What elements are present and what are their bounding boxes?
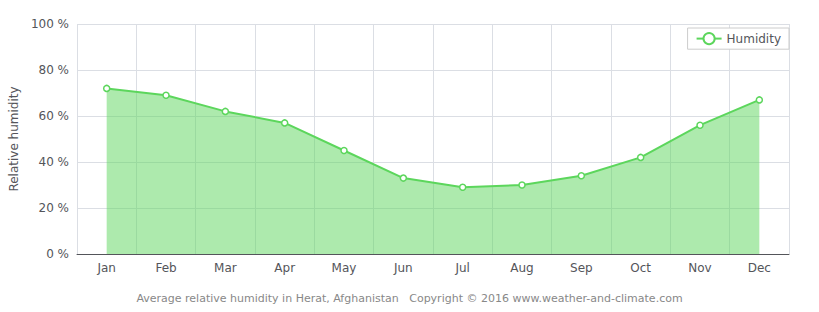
svg-text:Jul: Jul bbox=[454, 261, 469, 275]
svg-text:Feb: Feb bbox=[155, 261, 176, 275]
svg-text:Relative humidity: Relative humidity bbox=[7, 86, 21, 191]
svg-text:Dec: Dec bbox=[748, 261, 771, 275]
svg-text:80 %: 80 % bbox=[39, 63, 70, 77]
svg-text:Mar: Mar bbox=[214, 261, 237, 275]
svg-text:60 %: 60 % bbox=[39, 109, 70, 123]
svg-text:Average relative humidity in H: Average relative humidity in Herat, Afgh… bbox=[136, 292, 682, 305]
svg-text:May: May bbox=[332, 261, 357, 275]
svg-text:Nov: Nov bbox=[688, 261, 711, 275]
svg-text:Oct: Oct bbox=[630, 261, 651, 275]
svg-text:Aug: Aug bbox=[510, 261, 533, 275]
svg-text:Jun: Jun bbox=[393, 261, 413, 275]
svg-text:40 %: 40 % bbox=[39, 155, 70, 169]
svg-text:Sep: Sep bbox=[570, 261, 593, 275]
svg-text:100 %: 100 % bbox=[31, 17, 69, 31]
svg-text:0 %: 0 % bbox=[46, 247, 69, 261]
svg-text:Humidity: Humidity bbox=[727, 32, 781, 46]
svg-text:Jan: Jan bbox=[96, 261, 116, 275]
svg-text:20 %: 20 % bbox=[39, 201, 70, 215]
svg-text:Apr: Apr bbox=[274, 261, 295, 275]
